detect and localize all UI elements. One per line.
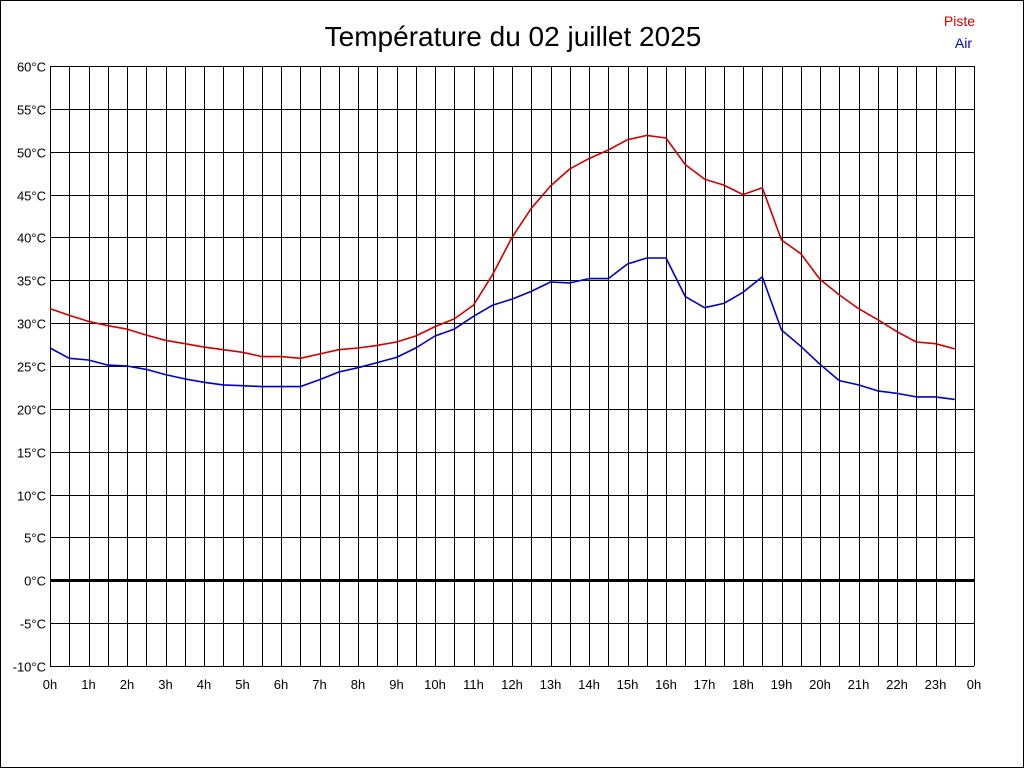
x-tick-label: 19h xyxy=(771,677,793,692)
x-tick-label: 17h xyxy=(694,677,716,692)
x-tick-label: 18h xyxy=(732,677,754,692)
y-tick-label: 50°C xyxy=(17,146,46,161)
y-tick-label: 30°C xyxy=(17,317,46,332)
series-line-air xyxy=(49,257,955,401)
y-tick-label: 60°C xyxy=(17,60,46,75)
series-line-piste xyxy=(49,134,956,360)
x-tick-label: 23h xyxy=(925,677,947,692)
legend-entry-air: Air xyxy=(955,35,972,51)
y-tick-label: -5°C xyxy=(20,617,46,632)
y-tick-label: 0°C xyxy=(24,574,46,589)
x-tick-label: 20h xyxy=(809,677,831,692)
x-tick-label: 12h xyxy=(501,677,523,692)
grid xyxy=(50,66,975,667)
x-tick-label: 13h xyxy=(540,677,562,692)
y-tick-label: 5°C xyxy=(24,531,46,546)
x-tick-label: 22h xyxy=(886,677,908,692)
x-tick-label: 14h xyxy=(578,677,600,692)
x-tick-label: 0h xyxy=(967,677,981,692)
x-tick-label: 1h xyxy=(81,677,95,692)
x-tick-label: 3h xyxy=(158,677,172,692)
x-tick-label: 0h xyxy=(43,677,57,692)
y-tick-label: -10°C xyxy=(13,660,46,675)
y-tick-label: 10°C xyxy=(17,489,46,504)
legend-entry-piste: Piste xyxy=(944,13,975,29)
y-tick-label: 55°C xyxy=(17,103,46,118)
chart-title: Température du 02 juillet 2025 xyxy=(325,21,702,52)
x-tick-label: 5h xyxy=(235,677,249,692)
series-lines xyxy=(49,134,956,401)
x-tick-label: 9h xyxy=(389,677,403,692)
y-tick-label: 45°C xyxy=(17,189,46,204)
x-tick-label: 7h xyxy=(312,677,326,692)
y-tick-label: 35°C xyxy=(17,274,46,289)
y-tick-label: 40°C xyxy=(17,231,46,246)
x-tick-label: 2h xyxy=(120,677,134,692)
x-tick-label: 21h xyxy=(848,677,870,692)
x-tick-label: 16h xyxy=(655,677,677,692)
x-tick-label: 11h xyxy=(463,677,484,692)
tick-labels: 60°C 55°C 50°C 45°C 40°C 35°C 30°C 25°C 20°C 15°C… xyxy=(13,60,982,693)
y-tick-label: 15°C xyxy=(17,446,46,461)
x-tick-label: 6h xyxy=(274,677,288,692)
x-tick-label: 15h xyxy=(617,677,639,692)
y-tick-label: 20°C xyxy=(17,403,46,418)
x-tick-label: 8h xyxy=(351,677,365,692)
y-tick-label: 25°C xyxy=(17,360,46,375)
x-tick-label: 4h xyxy=(197,677,211,692)
x-tick-label: 10h xyxy=(424,677,446,692)
